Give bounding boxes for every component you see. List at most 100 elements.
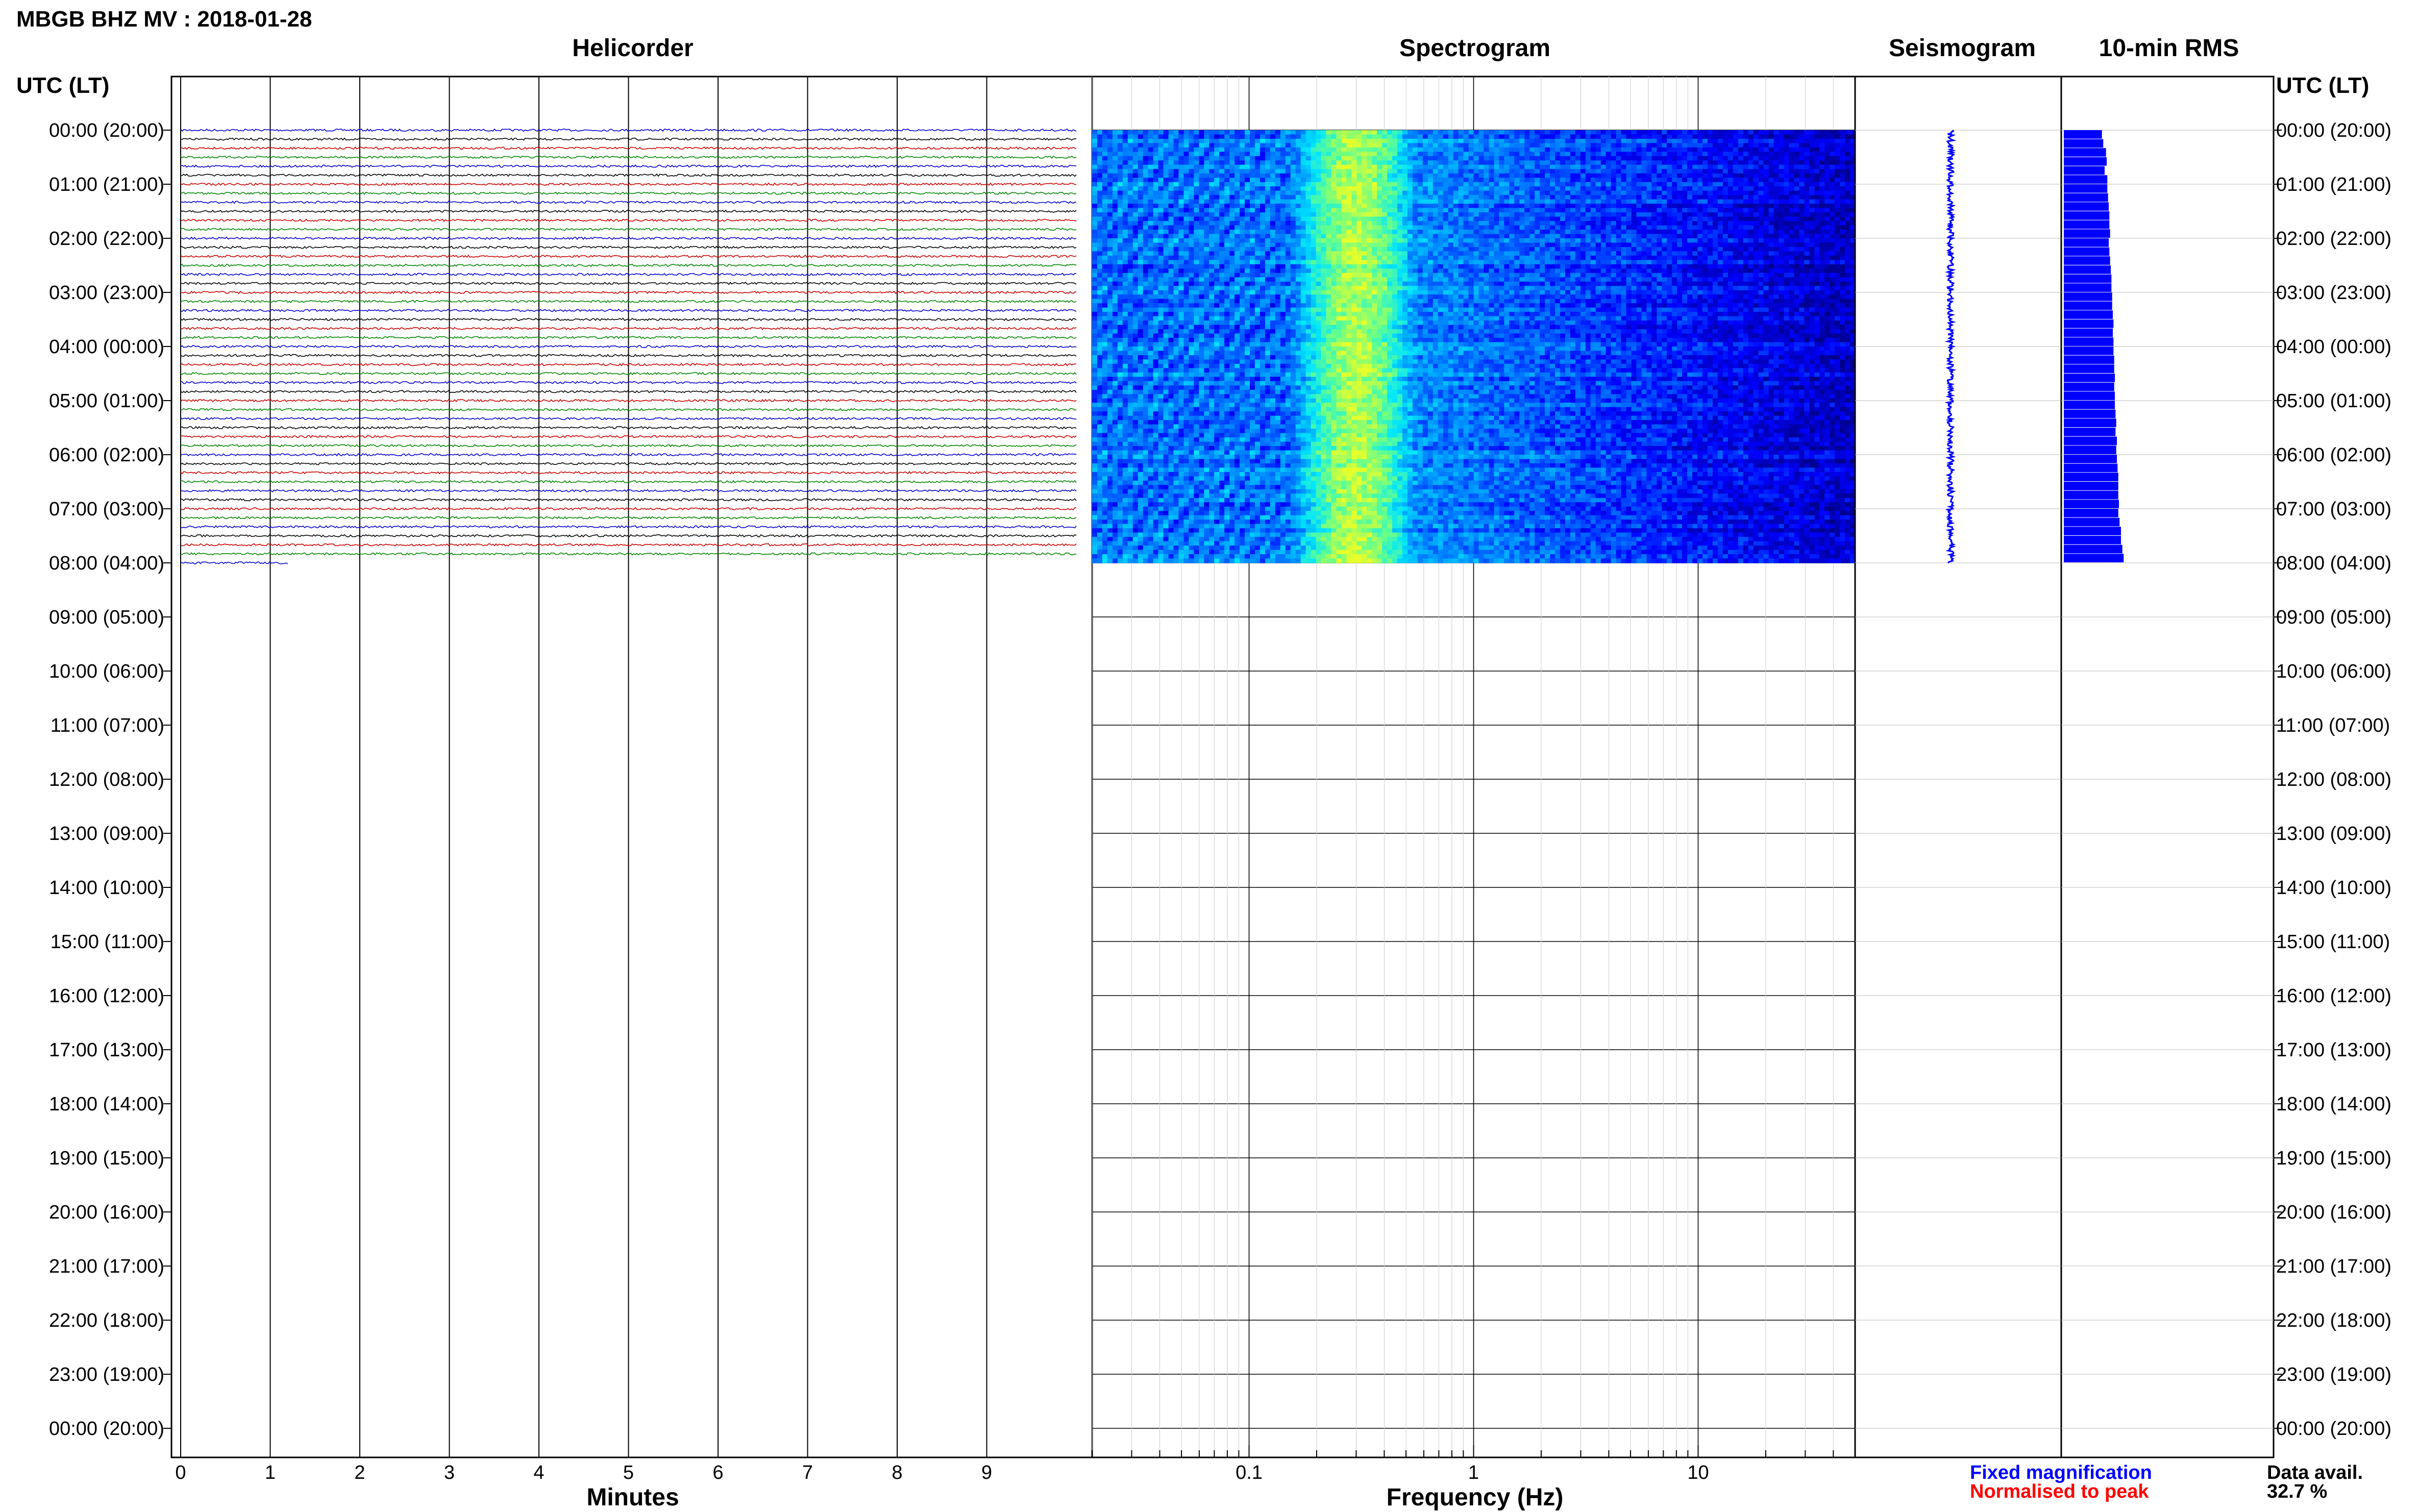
spectrogram-cell	[1708, 242, 1713, 247]
spectrogram-cell	[1708, 130, 1713, 135]
spectrogram-cell	[1840, 204, 1845, 209]
spectrogram-cell	[1784, 255, 1790, 260]
spectrogram-cell	[1382, 199, 1388, 204]
spectrogram-cell	[1524, 182, 1530, 187]
spectrogram-cell	[1651, 152, 1657, 157]
spectrogram-cell	[1616, 204, 1622, 209]
spectrogram-cell	[1392, 143, 1398, 148]
spectrogram-cell	[1687, 204, 1693, 209]
spectrogram-cell	[1611, 208, 1617, 213]
spectrogram-cell	[1717, 152, 1723, 157]
spectrogram-cell	[1743, 195, 1749, 200]
spectrogram-cell	[1132, 139, 1139, 144]
spectrogram-cell	[1529, 216, 1535, 221]
spectrogram-cell	[1260, 260, 1266, 265]
spectrogram-cell	[1799, 230, 1805, 235]
spectrogram-cell	[1473, 156, 1479, 161]
spectrogram-cell	[1626, 186, 1632, 191]
spectrogram-cell	[1173, 147, 1179, 152]
spectrogram-cell	[1499, 242, 1504, 247]
spectrogram-cell	[1346, 130, 1352, 135]
spectrogram-cell	[1336, 225, 1342, 230]
spectrogram-cell	[1763, 186, 1769, 191]
spectrogram-cell	[1397, 178, 1403, 183]
spectrogram-cell	[1809, 199, 1815, 204]
spectrogram-cell	[1219, 268, 1225, 274]
spectrogram-cell	[1362, 221, 1367, 226]
spectrogram-cell	[1616, 147, 1622, 152]
spectrogram-cell	[1814, 160, 1820, 165]
spectrogram-cell	[1697, 173, 1703, 178]
spectrogram-cell	[1382, 169, 1388, 174]
spectrogram-cell	[1132, 160, 1139, 165]
spectrogram-cell	[1687, 255, 1693, 260]
spectrogram-cell	[1092, 225, 1098, 230]
spectrogram-cell	[1636, 255, 1642, 260]
spectrogram-cell	[1692, 160, 1698, 165]
spectrogram-cell	[1722, 216, 1729, 221]
spectrogram-cell	[1417, 255, 1423, 260]
spectrogram-cell	[1545, 204, 1550, 209]
spectrogram-cell	[1163, 143, 1169, 148]
spectrogram-cell	[1768, 178, 1774, 183]
spectrogram-cell	[1570, 173, 1576, 178]
spectrogram-cell	[1809, 182, 1815, 187]
spectrogram-cell	[1214, 204, 1220, 209]
spectrogram-cell	[1229, 204, 1235, 209]
spectrogram-cell	[1819, 204, 1825, 209]
spectrogram-cell	[1433, 182, 1439, 187]
spectrogram-cell	[1657, 190, 1662, 195]
spectrogram-cell	[1229, 230, 1235, 235]
spectrogram-cell	[1235, 268, 1240, 274]
spectrogram-cell	[1727, 182, 1734, 187]
spectrogram-cell	[1636, 238, 1642, 243]
spectrogram-cell	[1402, 169, 1408, 174]
spectrogram-cell	[1331, 260, 1337, 265]
spectrogram-cell	[1570, 260, 1576, 265]
spectrogram-cell	[1305, 255, 1312, 260]
spectrogram-cell	[1743, 178, 1749, 183]
spectrogram-cell	[1265, 199, 1271, 204]
spectrogram-cell	[1819, 225, 1825, 230]
spectrogram-cell	[1677, 242, 1683, 247]
spectrogram-cell	[1494, 139, 1499, 144]
spectrogram-cell	[1595, 251, 1601, 256]
spectrogram-cell	[1412, 260, 1418, 265]
spectrogram-cell	[1840, 178, 1845, 183]
spectrogram-cell	[1305, 178, 1312, 183]
spectrogram-cell	[1595, 156, 1601, 161]
spectrogram-cell	[1580, 152, 1586, 157]
spectrogram-cell	[1804, 260, 1810, 265]
spectrogram-cell	[1702, 251, 1708, 256]
spectrogram-cell	[1275, 199, 1281, 204]
spectrogram-cell	[1677, 147, 1683, 152]
spectrogram-cell	[1377, 169, 1383, 174]
spectrogram-cell	[1794, 139, 1799, 144]
spectrogram-cell	[1107, 234, 1113, 239]
spectrogram-cell	[1280, 221, 1286, 226]
spectrogram-cell	[1209, 147, 1215, 152]
spectrogram-cell	[1519, 225, 1525, 230]
spectrogram-cell	[1219, 255, 1225, 260]
spectrogram-cell	[1382, 251, 1388, 256]
spectrogram-cell	[1763, 152, 1769, 157]
spectrogram-cell	[1651, 134, 1657, 139]
spectrogram-cell	[1524, 134, 1530, 139]
spectrogram-cell	[1835, 225, 1840, 230]
spectrogram-cell	[1606, 199, 1612, 204]
spectrogram-cell	[1814, 134, 1820, 139]
spectrogram-cell	[1250, 230, 1255, 235]
spectrogram-cell	[1835, 247, 1840, 252]
spectrogram-cell	[1717, 225, 1723, 230]
spectrogram-cell	[1758, 208, 1764, 213]
spectrogram-cell	[1148, 268, 1154, 274]
spectrogram-cell	[1122, 255, 1128, 260]
spectrogram-cell	[1260, 216, 1266, 221]
spectrogram-cell	[1285, 152, 1291, 157]
spectrogram-cell	[1540, 234, 1545, 239]
spectrogram-cell	[1326, 182, 1332, 187]
spectrogram-cell	[1173, 139, 1179, 144]
spectrogram-cell	[1514, 169, 1520, 174]
spectrogram-cell	[1794, 234, 1799, 239]
spectrogram-cell	[1163, 216, 1169, 221]
